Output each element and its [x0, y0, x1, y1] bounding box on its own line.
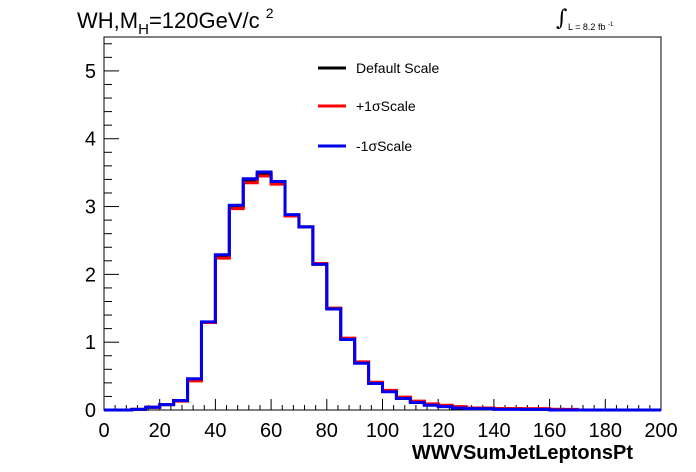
y-tick-label: 5	[85, 61, 96, 83]
chart-title-superscript: 2	[265, 5, 274, 21]
chart-title: WH,MH=120GeV/c 2	[77, 5, 274, 38]
x-tick-label: 40	[204, 420, 226, 442]
x-tick-label: 180	[589, 420, 622, 442]
legend-label: -1σScale	[356, 138, 412, 154]
series-line-1	[104, 174, 661, 412]
legend: Default Scale +1σScale -1σScale	[318, 60, 439, 154]
y-tick-label: 1	[85, 332, 96, 354]
y-tick-label: 2	[85, 264, 96, 286]
plot-frame	[103, 36, 662, 411]
y-tick-label: 4	[85, 129, 96, 151]
x-tick-label: 100	[366, 420, 399, 442]
x-tick-label: 80	[316, 420, 338, 442]
luminosity-exponent: -1	[607, 22, 614, 28]
chart-title-suffix: =120GeV/c	[148, 8, 260, 33]
x-tick-label: 60	[260, 420, 282, 442]
x-tick-label: 20	[149, 420, 171, 442]
x-tick-label: 160	[533, 420, 566, 442]
x-tick-label: 120	[422, 420, 455, 442]
legend-label: Default Scale	[356, 60, 439, 76]
series-layer	[104, 170, 661, 412]
integral-symbol: ∫	[556, 6, 568, 31]
x-axis-label: WWVSumJetLeptonsPt	[412, 442, 633, 464]
legend-label: +1σScale	[356, 98, 416, 114]
y-tick-label: 3	[85, 197, 96, 219]
chart-title-subscript: H	[138, 21, 149, 38]
x-tick-label: 140	[477, 420, 510, 442]
x-tick-label: 200	[644, 420, 677, 442]
luminosity-text: L = 8.2 fb	[568, 22, 606, 32]
x-tick-label: 0	[98, 420, 109, 442]
chart-title-prefix: WH,M	[77, 8, 139, 33]
series-line-2	[104, 170, 661, 412]
y-tick-label: 0	[85, 400, 96, 422]
series-line-0	[104, 172, 661, 412]
